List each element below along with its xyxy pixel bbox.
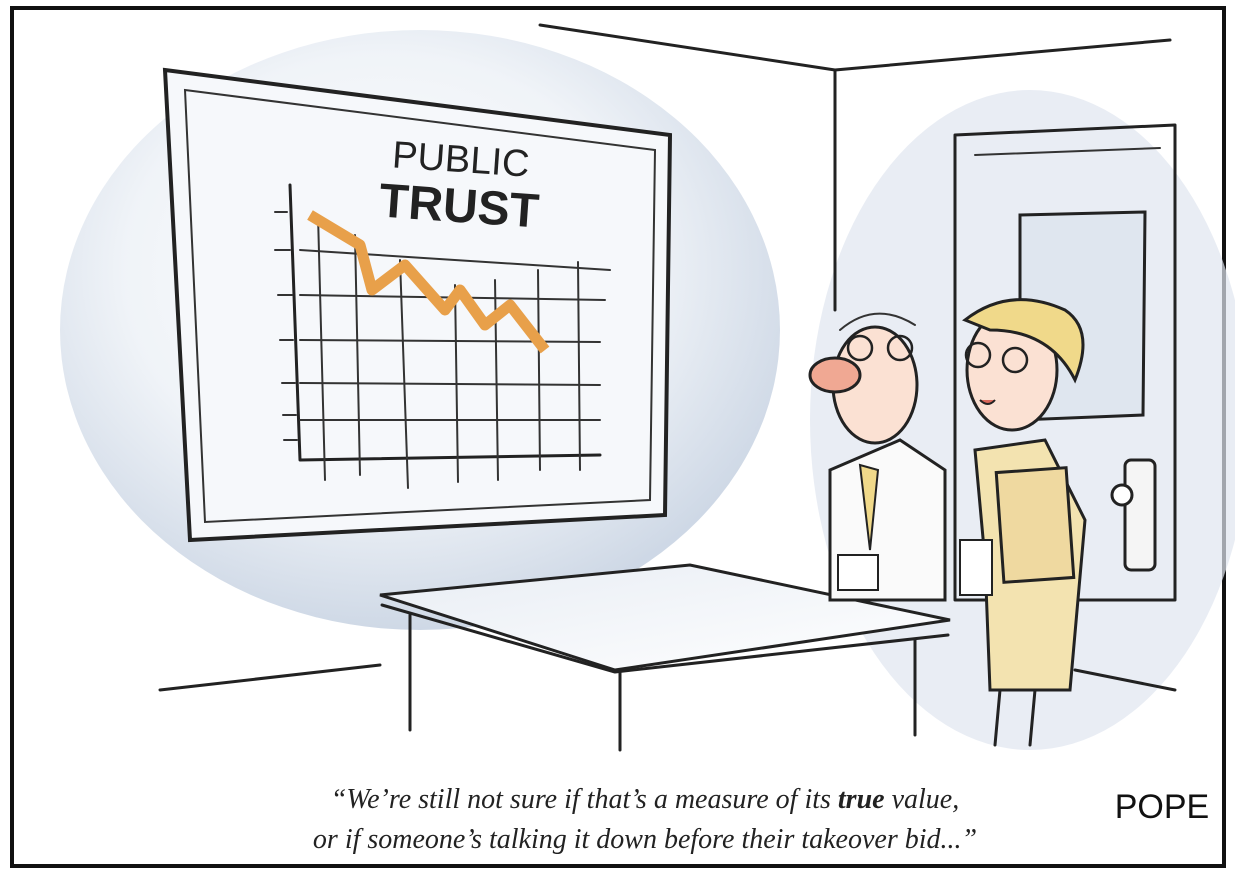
caption-line: or if someone’s talking it down before t… <box>313 824 977 855</box>
scene <box>12 8 1235 866</box>
signature: POPE <box>1115 788 1209 826</box>
caption-text: value, <box>885 784 960 815</box>
board-title-line: TRUST <box>377 175 540 239</box>
caption-line: “We’re still not sure if that’s a measur… <box>331 784 959 815</box>
caption-emphasis: true <box>838 784 885 815</box>
caption-text: “We’re still not sure if that’s a measur… <box>331 784 838 815</box>
cartoon: PUBLIC TRUST “We’re still not sure if th… <box>0 0 1235 872</box>
